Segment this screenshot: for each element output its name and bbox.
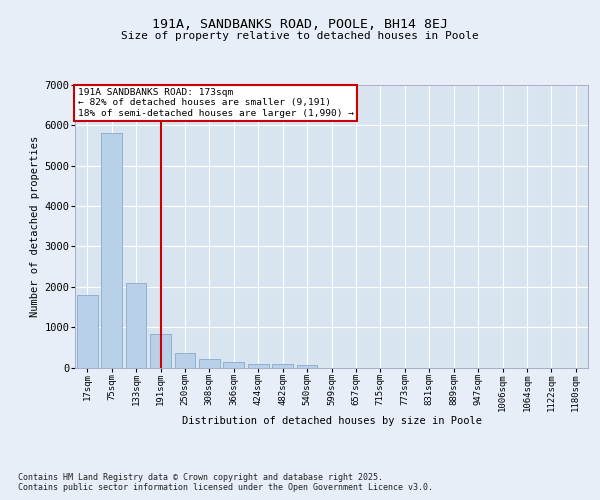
Bar [77,295,98,368]
Text: Contains public sector information licensed under the Open Government Licence v3: Contains public sector information licen… [18,482,433,492]
Bar [125,283,146,368]
Text: Size of property relative to detached houses in Poole: Size of property relative to detached ho… [121,31,479,41]
Text: Contains HM Land Registry data © Crown copyright and database right 2025.: Contains HM Land Registry data © Crown c… [18,472,383,482]
X-axis label: Distribution of detached houses by size in Poole: Distribution of detached houses by size … [182,416,482,426]
Text: 191A, SANDBANKS ROAD, POOLE, BH14 8EJ: 191A, SANDBANKS ROAD, POOLE, BH14 8EJ [152,18,448,30]
Text: 191A SANDBANKS ROAD: 173sqm
← 82% of detached houses are smaller (9,191)
18% of : 191A SANDBANKS ROAD: 173sqm ← 82% of det… [77,88,353,118]
Bar [248,364,269,368]
Bar [223,362,244,368]
Y-axis label: Number of detached properties: Number of detached properties [30,136,40,317]
Bar [150,334,171,368]
Bar [296,366,317,368]
Bar [272,364,293,368]
Bar [175,352,196,368]
Bar [101,132,122,368]
Bar [199,359,220,368]
